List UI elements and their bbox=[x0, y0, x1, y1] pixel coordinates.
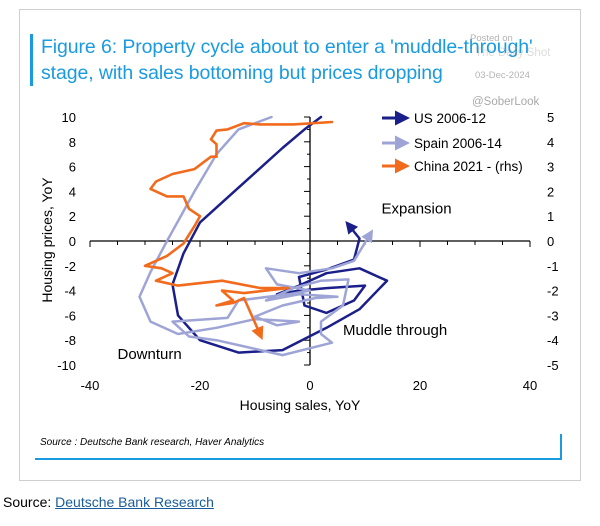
legend-label-us: US 2006-12 bbox=[414, 111, 486, 126]
y2-tick-label: -4 bbox=[547, 333, 559, 348]
series-line-spain bbox=[138, 115, 374, 357]
figure-title: Figure 6: Property cycle about to enter … bbox=[41, 36, 533, 84]
series-line-china bbox=[143, 120, 334, 340]
y-axis-title: Housing prices, YoY bbox=[39, 177, 55, 303]
y2-tick-label: 2 bbox=[547, 184, 554, 199]
y-tick-label: 4 bbox=[69, 184, 76, 199]
series-line-us bbox=[171, 115, 389, 354]
watermark-date: 03-Dec-2024 bbox=[475, 70, 530, 81]
x-tick-label: 0 bbox=[306, 378, 313, 393]
y2-tick-label: 0 bbox=[547, 234, 554, 249]
series-layer bbox=[138, 115, 389, 357]
y-tick-label: 8 bbox=[69, 135, 76, 150]
page-source-prefix: Source: bbox=[3, 494, 56, 510]
y2-tick-label: -1 bbox=[547, 259, 559, 274]
figure-card bbox=[19, 9, 581, 481]
x-tick-label: 40 bbox=[523, 378, 537, 393]
legend-label-china: China 2021 - (rhs) bbox=[414, 159, 523, 174]
title-accent-bar bbox=[30, 34, 33, 86]
y-tick-label: 10 bbox=[62, 110, 76, 125]
watermark-posted: Posted on bbox=[470, 33, 513, 44]
figure-source-note: Source : Deutsche Bank research, Haver A… bbox=[40, 437, 265, 448]
y2-tick-label: -5 bbox=[547, 358, 559, 373]
y-tick-label: 2 bbox=[69, 209, 76, 224]
y-tick-label: -6 bbox=[64, 308, 76, 323]
legend-label-spain: Spain 2006-14 bbox=[414, 136, 502, 151]
annotation-expansion: Expansion bbox=[382, 201, 452, 218]
y2-tick-label: -2 bbox=[547, 284, 559, 299]
x-tick-label: -20 bbox=[191, 378, 210, 393]
legend: US 2006-12 Spain 2006-14 China 2021 - (rhs… bbox=[382, 110, 523, 174]
x-tick-label: 20 bbox=[413, 378, 427, 393]
y-tick-label: -10 bbox=[57, 358, 76, 373]
y2-tick-label: 3 bbox=[547, 160, 554, 175]
y2-tick-label: 4 bbox=[547, 135, 554, 150]
x-axis-title: Housing sales, YoY bbox=[240, 397, 361, 413]
x-tick-label: -40 bbox=[81, 378, 100, 393]
annotation-muddle-through: Muddle through bbox=[343, 322, 447, 339]
watermark-handle: @SoberLook bbox=[472, 96, 540, 108]
footer-rule bbox=[35, 458, 562, 460]
y2-tick-label: 1 bbox=[547, 209, 554, 224]
axes-layer: -40 -20 0 20 401086420-2-4-6-8-10543210-1-2-… bbox=[57, 110, 558, 393]
page-source: Source: Deutsche Bank Research bbox=[3, 494, 214, 510]
y-tick-label: -4 bbox=[64, 284, 76, 299]
footer-rule-tick bbox=[560, 434, 562, 460]
y-tick-label: 0 bbox=[69, 234, 76, 249]
y2-tick-label: -3 bbox=[547, 308, 559, 323]
labels-layer: Housing sales, YoY Housing prices, YoY Exp… bbox=[39, 177, 452, 413]
y-tick-label: 6 bbox=[69, 160, 76, 175]
y-tick-label: -2 bbox=[64, 259, 76, 274]
y2-tick-label: 5 bbox=[547, 110, 554, 125]
annotation-downturn: Downturn bbox=[118, 346, 182, 363]
source-link[interactable]: Deutsche Bank Research bbox=[55, 494, 214, 510]
watermark-site: The Daily Shot bbox=[475, 47, 551, 59]
y-tick-label: -8 bbox=[64, 333, 76, 348]
